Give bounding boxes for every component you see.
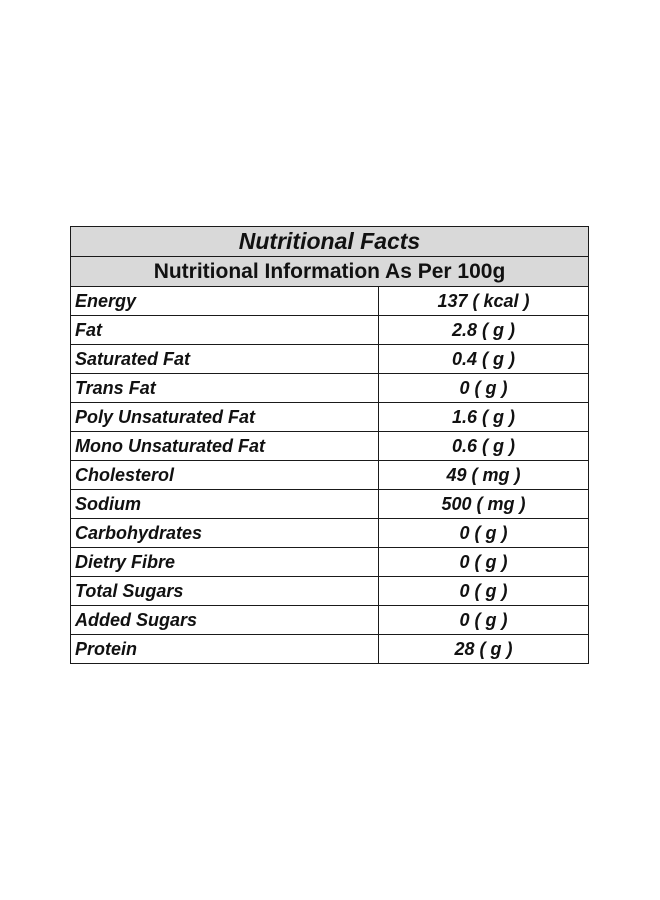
subtitle-row: Nutritional Information As Per 100g bbox=[70, 256, 589, 287]
nutrient-name: Poly Unsaturated Fat bbox=[70, 402, 379, 432]
table-subtitle: Nutritional Information As Per 100g bbox=[70, 256, 589, 287]
nutrient-name: Energy bbox=[70, 286, 379, 316]
nutrient-value: 137 ( kcal ) bbox=[378, 286, 589, 316]
table-row: Dietry Fibre 0 ( g ) bbox=[70, 547, 589, 577]
nutrient-value: 49 ( mg ) bbox=[378, 460, 589, 490]
nutrient-name: Cholesterol bbox=[70, 460, 379, 490]
table-row: Saturated Fat 0.4 ( g ) bbox=[70, 344, 589, 374]
nutrient-value: 0 ( g ) bbox=[378, 605, 589, 635]
table-row: Carbohydrates 0 ( g ) bbox=[70, 518, 589, 548]
table-row: Added Sugars 0 ( g ) bbox=[70, 605, 589, 635]
nutrient-value: 0 ( g ) bbox=[378, 576, 589, 606]
nutrient-name: Added Sugars bbox=[70, 605, 379, 635]
table-row: Sodium 500 ( mg ) bbox=[70, 489, 589, 519]
nutrient-name: Fat bbox=[70, 315, 379, 345]
nutrient-value: 0.4 ( g ) bbox=[378, 344, 589, 374]
nutrient-value: 500 ( mg ) bbox=[378, 489, 589, 519]
table-row: Fat 2.8 ( g ) bbox=[70, 315, 589, 345]
nutrient-value: 0 ( g ) bbox=[378, 373, 589, 403]
table-row: Protein 28 ( g ) bbox=[70, 634, 589, 664]
table-row: Total Sugars 0 ( g ) bbox=[70, 576, 589, 606]
nutrition-facts-table: Nutritional Facts Nutritional Informatio… bbox=[70, 226, 589, 664]
nutrient-name: Protein bbox=[70, 634, 379, 664]
nutrient-name: Total Sugars bbox=[70, 576, 379, 606]
table-row: Trans Fat 0 ( g ) bbox=[70, 373, 589, 403]
nutrient-value: 1.6 ( g ) bbox=[378, 402, 589, 432]
nutrient-value: 0.6 ( g ) bbox=[378, 431, 589, 461]
nutrient-value: 2.8 ( g ) bbox=[378, 315, 589, 345]
nutrient-name: Saturated Fat bbox=[70, 344, 379, 374]
table-row: Mono Unsaturated Fat 0.6 ( g ) bbox=[70, 431, 589, 461]
nutrient-value: 0 ( g ) bbox=[378, 518, 589, 548]
nutrient-name: Mono Unsaturated Fat bbox=[70, 431, 379, 461]
nutrient-name: Dietry Fibre bbox=[70, 547, 379, 577]
table-row: Cholesterol 49 ( mg ) bbox=[70, 460, 589, 490]
nutrient-name: Trans Fat bbox=[70, 373, 379, 403]
nutrient-value: 0 ( g ) bbox=[378, 547, 589, 577]
nutrient-name: Sodium bbox=[70, 489, 379, 519]
title-row: Nutritional Facts bbox=[70, 226, 589, 257]
table-row: Poly Unsaturated Fat 1.6 ( g ) bbox=[70, 402, 589, 432]
nutrient-value: 28 ( g ) bbox=[378, 634, 589, 664]
nutrient-name: Carbohydrates bbox=[70, 518, 379, 548]
table-title: Nutritional Facts bbox=[70, 226, 589, 257]
table-row: Energy 137 ( kcal ) bbox=[70, 286, 589, 316]
